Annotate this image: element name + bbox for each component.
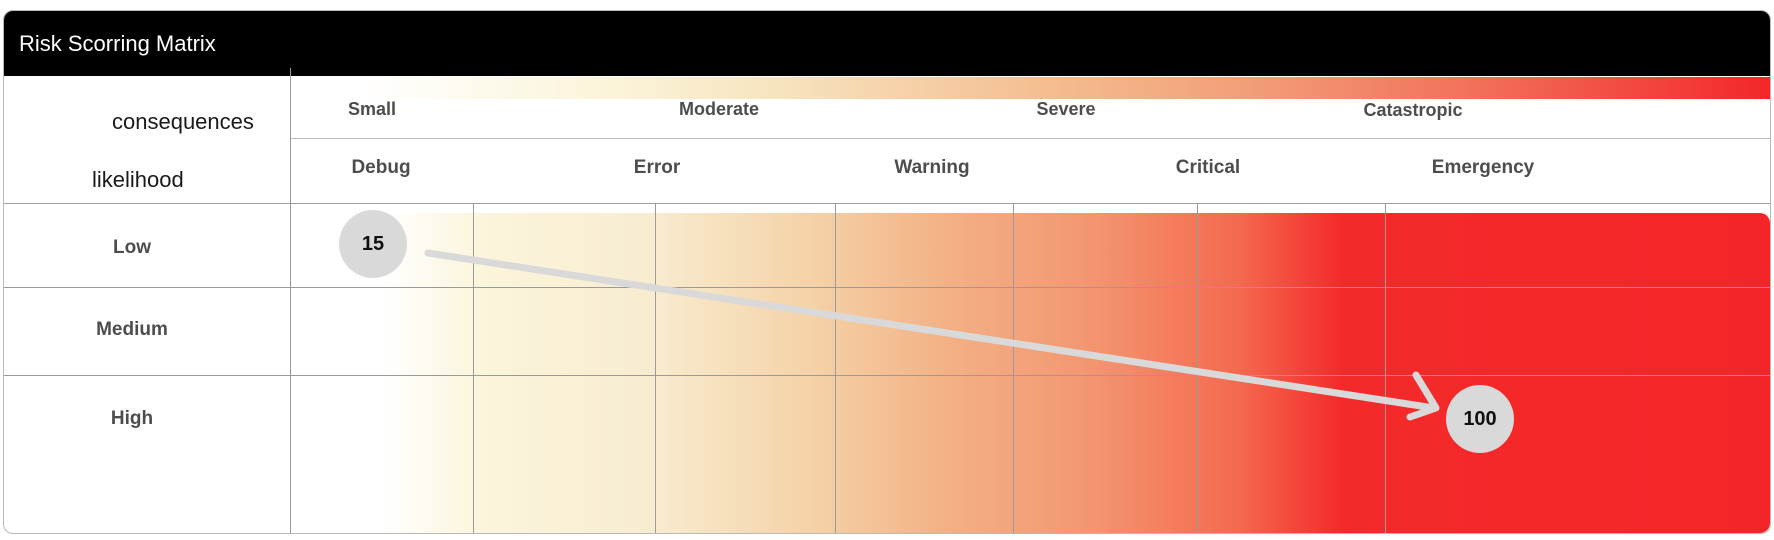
likelihood-axis-label: likelihood	[92, 167, 184, 192]
label-column-divider	[290, 68, 291, 533]
column-divider-2	[655, 204, 656, 533]
risk-heat-gradient	[294, 213, 1770, 533]
consequence-moderate: Moderate	[678, 99, 760, 119]
consequences-axis-label: consequences	[112, 109, 254, 134]
likelihood-medium: Medium	[96, 319, 168, 340]
row-divider-1	[4, 287, 1770, 288]
risk-matrix-card: Risk Scorring Matrix consequences likeli…	[3, 10, 1771, 534]
consequence-gradient-bar	[358, 77, 1770, 99]
score-end-dot: 100	[1446, 385, 1514, 453]
score-end-value: 100	[1463, 407, 1497, 430]
header-bottom-divider	[4, 203, 1770, 204]
risk-escalation-arrow-icon	[424, 249, 1440, 421]
level-warning: Warning	[894, 157, 970, 178]
likelihood-high: High	[110, 408, 154, 429]
column-divider-4	[1013, 204, 1014, 533]
page-title: Risk Scorring Matrix	[19, 31, 216, 56]
column-divider-1	[473, 204, 474, 533]
consequence-catastropic: Catastropic	[1363, 100, 1463, 120]
header-divider	[290, 138, 1770, 139]
row-divider-2	[4, 375, 1770, 376]
level-debug: Debug	[351, 157, 411, 178]
level-error: Error	[633, 157, 681, 178]
level-critical: Critical	[1175, 157, 1241, 178]
score-start-dot: 15	[339, 210, 407, 278]
title-bar: Risk Scorring Matrix	[4, 11, 1770, 76]
consequence-severe: Severe	[1036, 99, 1096, 119]
column-divider-3	[835, 204, 836, 533]
column-divider-6	[1385, 204, 1386, 533]
likelihood-low: Low	[113, 237, 151, 258]
level-emergency: Emergency	[1431, 157, 1535, 178]
score-start-value: 15	[361, 232, 385, 255]
consequence-small: Small	[347, 99, 397, 119]
